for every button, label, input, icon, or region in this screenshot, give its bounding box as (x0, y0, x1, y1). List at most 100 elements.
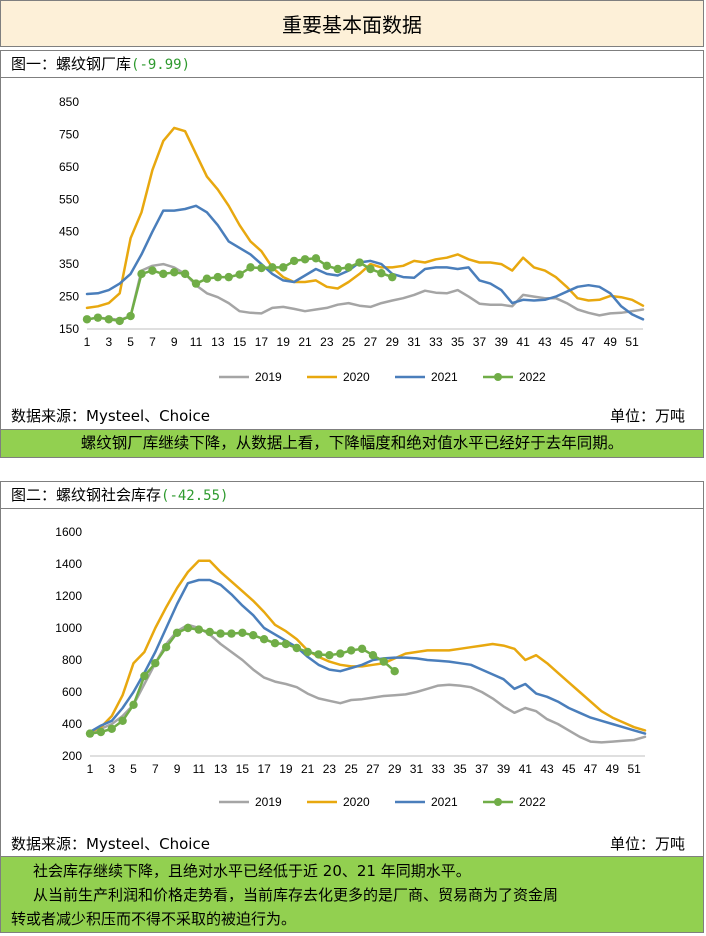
data-point-2022 (170, 268, 179, 277)
data-point-2022 (129, 700, 138, 709)
x-tick-label: 5 (127, 335, 134, 349)
data-point-2022 (238, 628, 247, 637)
x-tick-label: 37 (473, 335, 487, 349)
data-point-2022 (172, 628, 182, 637)
x-tick-label: 9 (174, 762, 181, 776)
data-point-2022 (246, 263, 255, 272)
y-tick-label: 650 (59, 160, 79, 174)
x-tick-label: 39 (497, 762, 511, 776)
data-point-2022 (366, 264, 375, 274)
x-tick-label: 35 (453, 762, 467, 776)
y-tick-label: 200 (62, 749, 82, 763)
data-point-2022 (390, 667, 399, 676)
legend-marker-2022 (494, 373, 502, 381)
legend-label-2022: 2022 (519, 370, 546, 384)
panel2-title-text: 图二：螺纹钢社会库存 (11, 486, 162, 504)
legend-label-2020: 2020 (343, 370, 370, 384)
series-line-2021 (88, 578, 647, 735)
data-point-2022 (180, 269, 190, 279)
y-tick-label: 450 (59, 225, 79, 239)
series-line-2021 (85, 204, 645, 321)
data-point-2022 (216, 629, 225, 638)
x-tick-label: 15 (233, 335, 247, 349)
x-tick-label: 7 (152, 762, 159, 776)
x-tick-label: 49 (604, 335, 618, 349)
data-point-2022 (194, 625, 204, 634)
x-tick-label: 51 (625, 335, 639, 349)
y-tick-label: 1600 (55, 525, 82, 539)
legend-label-2020: 2020 (343, 795, 370, 809)
data-point-2022 (268, 263, 277, 272)
x-tick-label: 51 (627, 762, 641, 776)
panel2-title: 图二：螺纹钢社会库存(-42.55) (1, 482, 703, 509)
data-point-2022 (202, 274, 212, 283)
x-tick-label: 31 (407, 335, 421, 349)
x-tick-label: 27 (364, 335, 378, 349)
x-tick-label: 1 (84, 335, 91, 349)
panel1-source: 数据来源：Mysteel、Choice (11, 407, 210, 425)
legend-marker-2022 (494, 798, 502, 806)
x-tick-label: 47 (582, 335, 596, 349)
x-tick-label: 41 (516, 335, 530, 349)
x-tick-label: 33 (432, 762, 446, 776)
x-tick-label: 45 (562, 762, 576, 776)
x-tick-label: 35 (451, 335, 465, 349)
x-tick-label: 29 (388, 762, 402, 776)
x-tick-label: 19 (279, 762, 293, 776)
x-tick-label: 15 (236, 762, 250, 776)
x-tick-label: 11 (190, 335, 203, 349)
data-point-2022 (333, 264, 342, 274)
data-point-2022 (322, 261, 332, 270)
data-point-2022 (336, 649, 345, 658)
x-tick-label: 11 (193, 762, 206, 776)
legend-label-2021: 2021 (431, 370, 458, 384)
legend-label-2022: 2022 (519, 795, 546, 809)
data-point-2022 (289, 256, 299, 266)
data-point-2022 (388, 272, 397, 282)
data-point-2022 (235, 270, 244, 279)
data-point-2022 (344, 263, 353, 272)
data-point-2022 (227, 629, 236, 638)
panel2-delta: (-42.55) (161, 488, 229, 504)
panel2-unit: 单位：万吨 (609, 835, 685, 853)
data-point-2022 (325, 651, 334, 660)
x-tick-label: 25 (342, 335, 356, 349)
data-point-2022 (137, 269, 146, 279)
data-point-2022 (270, 639, 280, 648)
data-point-2022 (303, 647, 312, 657)
x-tick-label: 23 (320, 335, 334, 349)
data-point-2022 (159, 269, 168, 279)
x-tick-label: 1 (87, 762, 94, 776)
y-tick-label: 350 (59, 257, 79, 271)
x-tick-label: 49 (606, 762, 620, 776)
data-point-2022 (96, 727, 106, 737)
data-point-2022 (183, 623, 193, 633)
panel2-comment: 社会库存继续下降，且绝对水平已经低于近 20、21 年同期水平。 从当前生产利润… (1, 856, 703, 932)
y-tick-label: 600 (62, 685, 82, 699)
data-point-2022 (224, 272, 233, 282)
data-point-2022 (357, 644, 367, 653)
data-point-2022 (259, 635, 269, 644)
x-tick-label: 9 (171, 335, 178, 349)
data-point-2022 (118, 716, 127, 725)
panel-rebar-social-inventory: 图二：螺纹钢社会库存(-42.55) 200 400 600 800 1000 1200 1… (0, 481, 704, 933)
x-tick-label: 27 (366, 762, 380, 776)
data-point-2022 (249, 631, 258, 640)
x-tick-label: 13 (214, 762, 228, 776)
x-tick-label: 33 (429, 335, 443, 349)
data-point-2022 (148, 266, 157, 275)
x-tick-label: 29 (386, 335, 400, 349)
x-tick-label: 21 (298, 335, 312, 349)
data-point-2022 (85, 729, 95, 738)
y-tick-label: 750 (59, 127, 79, 141)
page-title: 重要基本面数据 (0, 0, 704, 47)
series-line-2020 (85, 126, 645, 310)
y-tick-label: 1200 (55, 589, 82, 603)
x-tick-label: 37 (475, 762, 489, 776)
x-tick-label: 23 (323, 762, 337, 776)
panel2-source: 数据来源：Mysteel、Choice (11, 835, 210, 853)
panel2-comment-line-1: 社会库存继续下降，且绝对水平已经低于近 20、21 年同期水平。 (33, 862, 471, 880)
data-point-2022 (161, 643, 171, 652)
